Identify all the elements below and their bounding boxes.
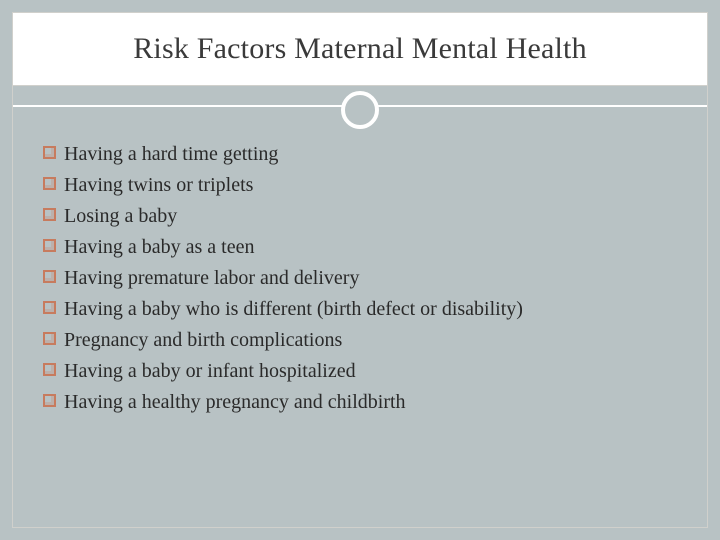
list-item-text: Pregnancy and birth complications — [64, 327, 342, 354]
list-item: Losing a baby — [43, 203, 677, 230]
list-item-text: Having a baby as a teen — [64, 234, 254, 261]
checkbox-bullet-icon — [43, 332, 56, 345]
list-item: Having a baby as a teen — [43, 234, 677, 261]
checkbox-bullet-icon — [43, 301, 56, 314]
list-item-text: Having premature labor and delivery — [64, 265, 359, 292]
list-item: Having a healthy pregnancy and childbirt… — [43, 389, 677, 416]
checkbox-bullet-icon — [43, 146, 56, 159]
list-item-text: Losing a baby — [64, 203, 177, 230]
title-box: Risk Factors Maternal Mental Health — [13, 13, 707, 86]
checkbox-bullet-icon — [43, 394, 56, 407]
list-item-text: Having a baby who is different (birth de… — [64, 296, 523, 323]
list-item: Having premature labor and delivery — [43, 265, 677, 292]
ring-icon — [341, 91, 379, 129]
list-item: Having a baby or infant hospitalized — [43, 358, 677, 385]
content-area: Having a hard time getting Having twins … — [43, 141, 677, 420]
list-item: Pregnancy and birth complications — [43, 327, 677, 354]
checkbox-bullet-icon — [43, 363, 56, 376]
checkbox-bullet-icon — [43, 239, 56, 252]
checkbox-bullet-icon — [43, 177, 56, 190]
list-item-text: Having twins or triplets — [64, 172, 253, 199]
list-item: Having a hard time getting — [43, 141, 677, 168]
slide-title: Risk Factors Maternal Mental Health — [133, 32, 587, 66]
list-item: Having twins or triplets — [43, 172, 677, 199]
checkbox-bullet-icon — [43, 208, 56, 221]
checkbox-bullet-icon — [43, 270, 56, 283]
list-item-text: Having a healthy pregnancy and childbirt… — [64, 389, 406, 416]
list-item: Having a baby who is different (birth de… — [43, 296, 677, 323]
list-item-text: Having a hard time getting — [64, 141, 278, 168]
slide-frame: Risk Factors Maternal Mental Health Havi… — [12, 12, 708, 528]
slide: Risk Factors Maternal Mental Health Havi… — [0, 0, 720, 540]
list-item-text: Having a baby or infant hospitalized — [64, 358, 356, 385]
